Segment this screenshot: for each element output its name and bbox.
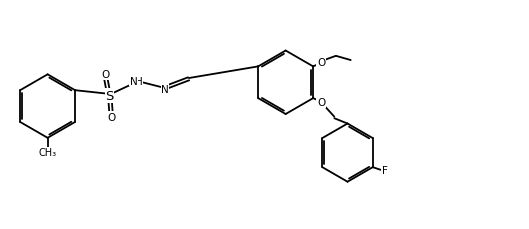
Text: O: O xyxy=(101,70,110,80)
Text: N: N xyxy=(130,76,138,86)
Text: N: N xyxy=(161,84,169,94)
Text: H: H xyxy=(135,76,142,86)
Text: O: O xyxy=(107,112,115,122)
Text: CH₃: CH₃ xyxy=(39,147,57,157)
Text: O: O xyxy=(317,98,325,108)
Text: O: O xyxy=(317,58,325,68)
Text: F: F xyxy=(382,166,388,176)
Text: S: S xyxy=(105,90,114,103)
